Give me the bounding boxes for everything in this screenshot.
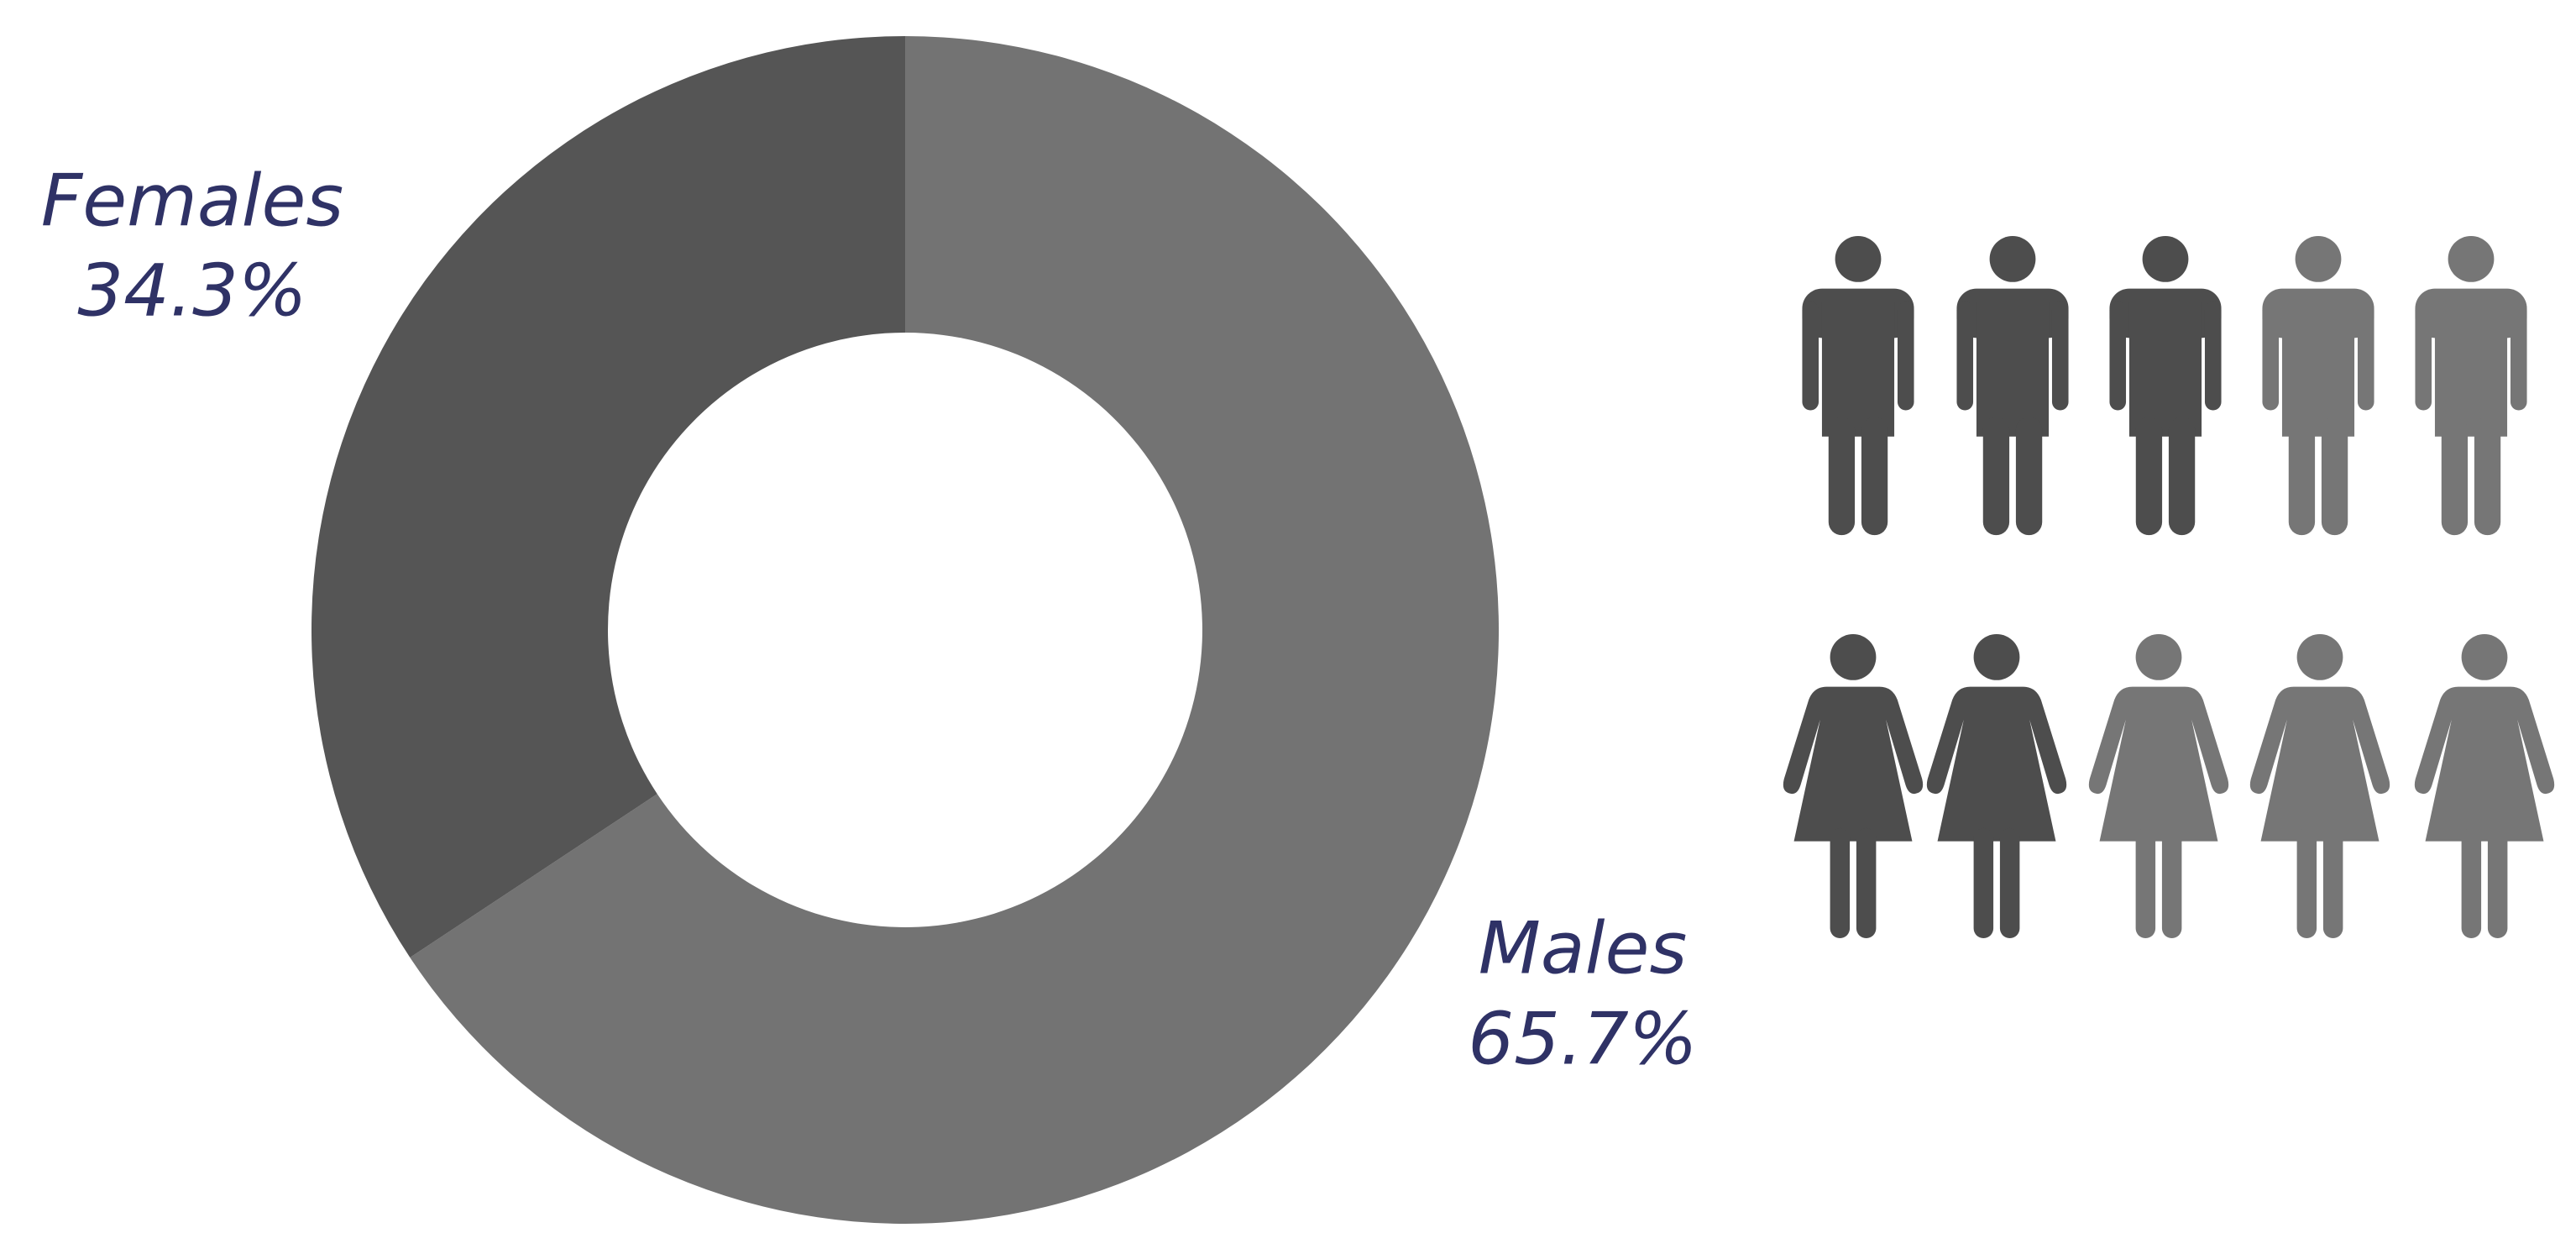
man-icon	[2415, 236, 2527, 536]
donut-slice	[311, 35, 905, 958]
man-icon	[2262, 236, 2374, 536]
people-icons	[1783, 236, 2555, 939]
woman-icon	[2249, 634, 2390, 939]
slice-value-label: 34.3%	[77, 249, 306, 333]
slice-value-label: 65.7%	[1468, 997, 1697, 1081]
woman-icon	[2088, 634, 2229, 939]
donut-slice	[410, 36, 1499, 1225]
slice-label: Females	[41, 159, 343, 243]
woman-icon	[1783, 634, 1924, 939]
man-icon	[1802, 236, 1914, 536]
woman-icon	[1926, 634, 2067, 939]
man-icon	[1956, 236, 2069, 536]
man-icon	[2109, 236, 2222, 536]
woman-icon	[2414, 634, 2555, 939]
slice-label: Males	[1479, 906, 1688, 990]
